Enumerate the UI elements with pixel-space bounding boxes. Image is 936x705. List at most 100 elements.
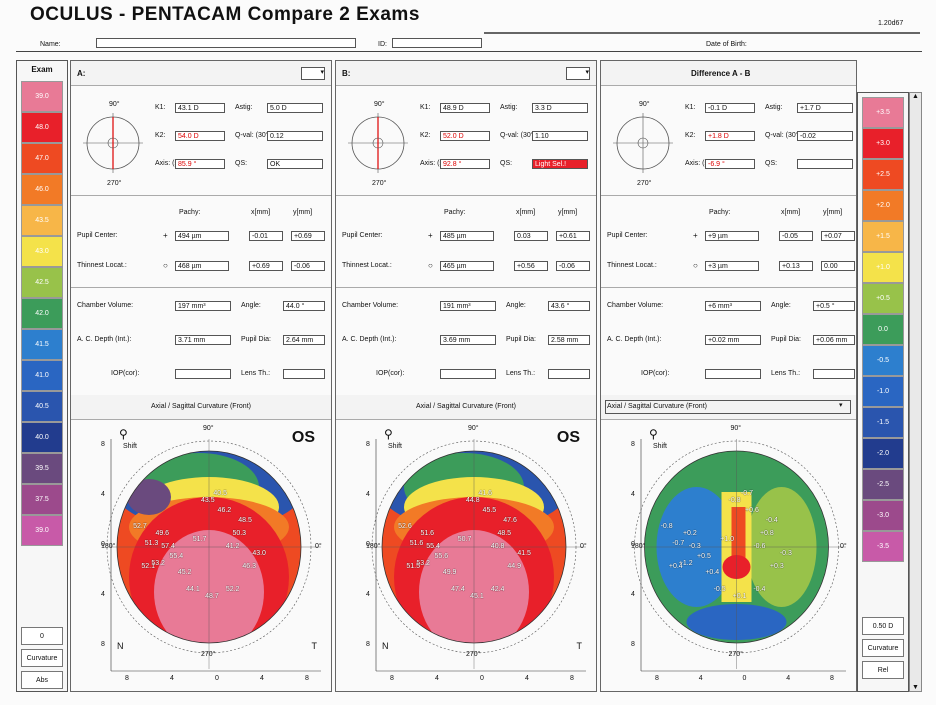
y-tick-label: 4 — [101, 591, 105, 598]
name-field[interactable] — [96, 38, 356, 48]
astig-label: Astig: — [765, 104, 783, 111]
curvature-map-svg — [371, 439, 586, 672]
scroll-down-icon[interactable]: ▼ — [912, 684, 919, 691]
scale-option-button[interactable]: 0.50 D — [862, 617, 904, 635]
axis-label: Axis: (steep) — [685, 160, 724, 167]
curvature-map[interactable]: ⚲ Shift 90° 270° 0° 180° 8 4 0 4 8 8 4 0 4 8 -0.7 -0.8 +0.… — [601, 419, 856, 691]
pachy-header: Pachy: — [444, 209, 466, 216]
eye-os-label: OS — [291, 429, 315, 446]
chevron-down-icon: ▾ — [585, 69, 589, 76]
map-value-label: 44.8 — [466, 496, 480, 504]
scale-swatch: 39.5 — [21, 453, 63, 484]
map-type-dropdown[interactable] — [605, 400, 851, 414]
shift-label: Shift — [388, 443, 403, 450]
pupil-y-value: +0.61 — [556, 231, 590, 241]
axis-diagram-icon — [83, 113, 143, 173]
pupil-y-value: +0.07 — [821, 231, 855, 241]
k2-label: K2: — [155, 132, 166, 139]
ac_depth-label: A. C. Depth (Int.): — [342, 336, 397, 343]
magnifier-icon[interactable]: ⚲ — [384, 427, 393, 441]
scale-option-button[interactable]: Curvature — [862, 639, 904, 657]
map-value-label: 40.8 — [490, 543, 505, 550]
qs-label: QS: — [500, 160, 513, 167]
plus-icon: + — [163, 231, 168, 240]
map-title-bar: Axial / Sagittal Curvature (Front) — [336, 395, 596, 420]
scale-swatch: 48.0 — [21, 112, 63, 143]
map-value-label: +0.1 — [732, 592, 747, 600]
curvature-map-svg — [634, 439, 846, 672]
map-value-label: 48.5 — [238, 516, 252, 524]
pupil_dia-label: Pupil Dia: — [771, 336, 801, 343]
qval-label: Q-val: (30°) — [500, 132, 536, 139]
map-value-label: +0.6 — [745, 506, 759, 514]
k1-label: K1: — [155, 104, 166, 111]
curvature-map[interactable]: ⚲ Shift OS 90° 270° 0° 180° N T 8 4 0 4 8 8 4 0 4 8 41.6 44.… — [336, 419, 596, 691]
panel-title: Difference A - B — [691, 69, 751, 78]
scale-swatch: -3.0 — [862, 500, 904, 531]
keratometry-section: 90° 270° K1: 48.9 D K2: 52.0 D Axis: (steep)92… — [336, 85, 596, 196]
iop-label: IOP(cor): — [376, 370, 405, 377]
pachy-header: Pachy: — [179, 209, 201, 216]
deg90-label: 90° — [374, 101, 385, 108]
magnifier-icon[interactable]: ⚲ — [119, 427, 128, 441]
x-header: x[mm] — [516, 209, 536, 216]
scale-option-button[interactable]: Curvature — [21, 649, 63, 667]
header-bottom-line — [16, 51, 922, 52]
id-field[interactable] — [392, 38, 482, 48]
map-value-label: 52.2 — [225, 586, 240, 594]
scroll-up-icon[interactable]: ▲ — [912, 93, 919, 100]
deg270-label: 270° — [107, 180, 122, 187]
scale-swatch: +1.0 — [862, 252, 904, 283]
y-header: y[mm] — [558, 209, 578, 216]
map-value-label: -0.3 — [779, 549, 792, 557]
magnifier-icon[interactable]: ⚲ — [649, 427, 658, 441]
k2-value: 54.0 D — [175, 131, 225, 141]
map-value-label: 55.4 — [426, 543, 440, 550]
lens_th-label: Lens Th.: — [241, 370, 271, 377]
curvature-map[interactable]: ⚲ Shift OS 90° 270° 0° 180° N T 8 4 0 4 8 8 4 0 4 8 40.5 43.… — [71, 419, 331, 691]
scale-swatch: 40.0 — [21, 422, 63, 453]
scale-swatch: +1.5 — [862, 221, 904, 252]
chamber_volume-label: Chamber Volume: — [77, 302, 134, 309]
map-value-label: 41.5 — [517, 549, 531, 557]
scale-option-button[interactable]: Abs — [21, 671, 63, 689]
deg270-label: 270° — [372, 180, 387, 187]
scale-option-button[interactable]: Rel — [862, 661, 904, 679]
map-deg180-label: 180° — [631, 543, 646, 550]
exam-select-dropdown[interactable]: ▾ — [566, 67, 590, 80]
map-value-label: 43.0 — [252, 549, 266, 557]
x-tick-label: 8 — [570, 675, 574, 682]
map-value-label: 52.6 — [398, 523, 412, 531]
x-tick-label: 0 — [215, 675, 219, 682]
chevron-down-icon: ▾ — [839, 402, 843, 409]
exam-panel-a: A: ▾ 90° 270° K1: 43.1 D K2: 54.0 D Axis: (stee… — [70, 60, 332, 692]
chamber_volume-value: +6 mm³ — [705, 301, 761, 311]
pupil-label: Pupil Center: — [607, 232, 648, 239]
map-value-label: 51.7 — [192, 536, 207, 544]
map-title-bar[interactable]: Axial / Sagittal Curvature (Front) ▾ — [601, 395, 856, 420]
pupil-x-value: -0.01 — [249, 231, 283, 241]
y-tick-label: 8 — [631, 441, 635, 448]
map-value-label: +0.5 — [697, 552, 711, 560]
k1-value: 48.9 D — [440, 103, 490, 113]
map-value-label: 55.4 — [169, 552, 184, 560]
map-deg0-label: 0° — [840, 543, 847, 550]
right-color-scale: +3.5 +3.0 +2.5 +2.0 +1.5 +1.0 +0.5 0.0 -0.5 -1.0-… — [857, 92, 909, 692]
vertical-scrollbar[interactable]: ▲ ▼ — [909, 92, 922, 692]
scale-option-button[interactable]: 0 — [21, 627, 63, 645]
k2-value: +1.8 D — [705, 131, 755, 141]
axis-diagram-icon — [613, 113, 673, 173]
ac_depth-value: 3.69 mm — [440, 335, 496, 345]
scale-swatch: 40.5 — [21, 391, 63, 422]
map-value-label: 50.3 — [232, 529, 247, 537]
exam-select-dropdown[interactable]: ▾ — [301, 67, 325, 80]
x-tick-label: 4 — [435, 675, 439, 682]
y-tick-label: 8 — [366, 441, 370, 448]
chevron-down-icon: ▾ — [320, 69, 324, 76]
x-header: x[mm] — [781, 209, 801, 216]
iop-value — [705, 369, 761, 379]
scale-swatch: 41.5 — [21, 329, 63, 360]
deg270-label: 270° — [637, 180, 652, 187]
shift-label: Shift — [653, 443, 668, 450]
scale-swatch: 39.0 — [21, 515, 63, 546]
